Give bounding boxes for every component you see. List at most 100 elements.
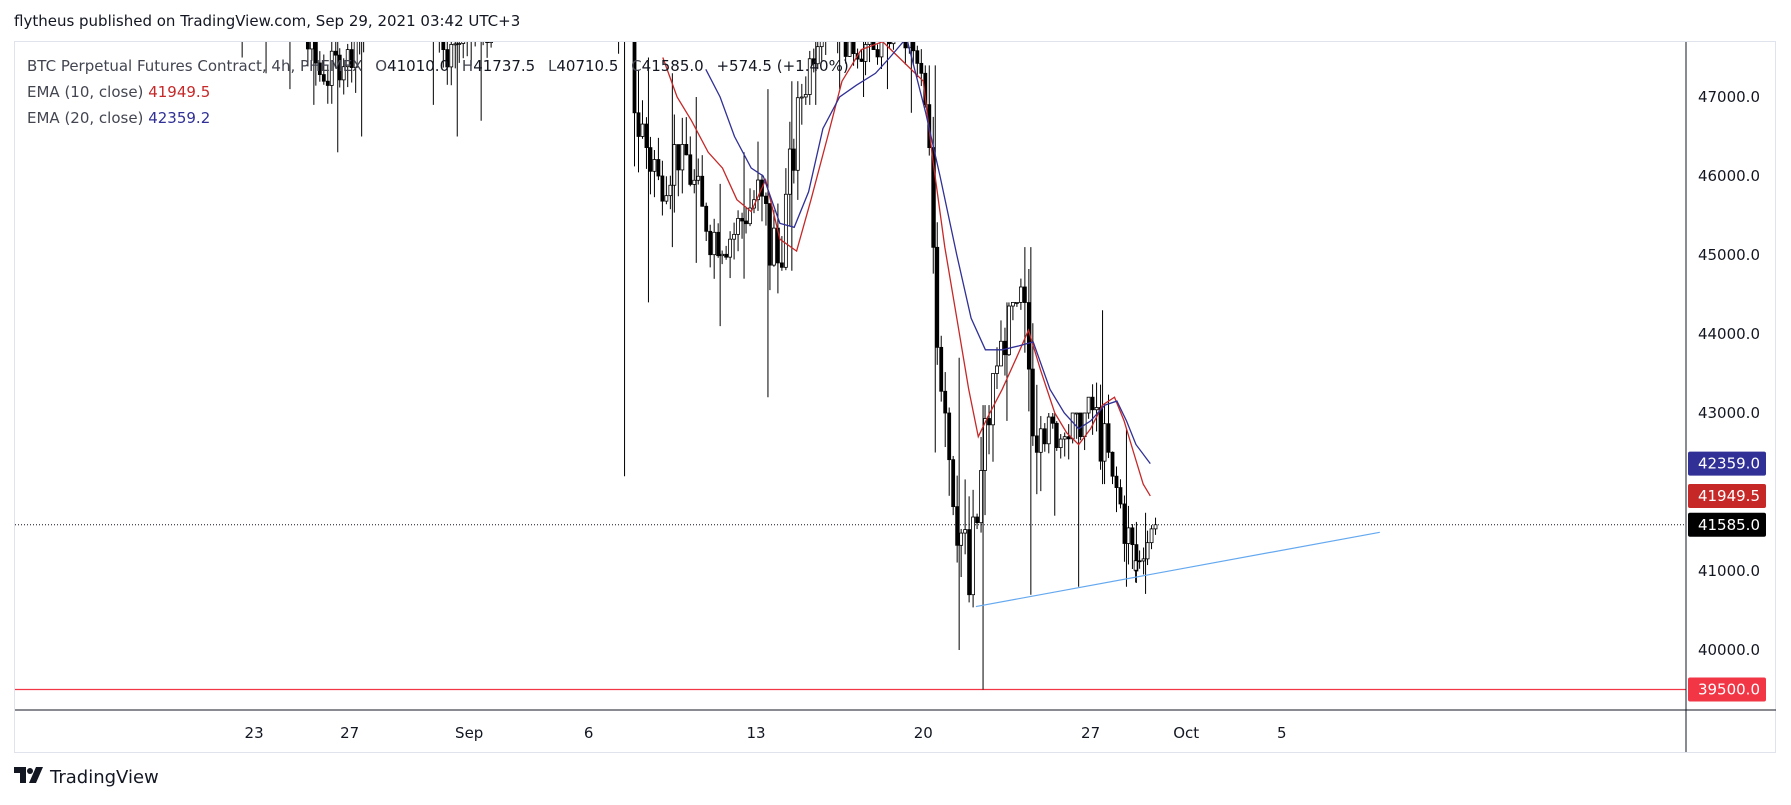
candle-body	[915, 50, 920, 64]
candle-body	[724, 253, 729, 258]
x-tick-label: 6	[584, 724, 594, 742]
price-tag-label: 42359.0	[1698, 455, 1760, 473]
plot-area	[15, 0, 1686, 691]
x-tick-label: 27	[1081, 724, 1100, 742]
x-tick-label: Sep	[455, 724, 483, 742]
symbol-name[interactable]: BTC Perpetual Futures Contract, 4h, PHEM…	[27, 57, 363, 75]
candle-body	[1122, 503, 1127, 544]
candle-body	[652, 159, 657, 172]
candle-body	[461, 42, 466, 44]
candle-body	[847, 42, 852, 57]
candle-body	[370, 0, 373, 10]
candle-body	[939, 346, 944, 392]
ema10-value: 41949.5	[148, 83, 211, 101]
candle-body	[485, 42, 490, 43]
candle-body	[1153, 524, 1158, 530]
candle-body	[489, 42, 494, 43]
candle-body	[676, 144, 681, 171]
candle-body	[840, 9, 843, 36]
high-label: H	[461, 57, 474, 75]
candle-body	[286, 0, 289, 25]
candle-body	[302, 26, 305, 38]
low-value: 40710.5	[556, 57, 619, 75]
candle-body	[1062, 436, 1067, 440]
candle-body	[349, 49, 354, 68]
candle-body	[1018, 286, 1023, 303]
candle-body	[474, 22, 477, 33]
candle-body	[1046, 416, 1051, 445]
chart-legend: BTC Perpetual Futures Contract, 4h, PHEM…	[27, 53, 849, 131]
candle-body	[1098, 407, 1103, 462]
chart-frame	[14, 41, 1776, 753]
candle-body	[712, 231, 717, 256]
candle-body	[374, 0, 377, 10]
candle-body	[1134, 544, 1139, 572]
trendline	[975, 531, 1380, 608]
candle-body	[466, 21, 469, 33]
candle-body	[716, 231, 721, 257]
ema10-label[interactable]: EMA (10, close)	[27, 83, 144, 101]
candle-body	[494, 0, 497, 10]
price-tag-box	[1688, 451, 1766, 476]
candle-body	[1034, 435, 1039, 453]
candle-body	[290, 0, 293, 25]
y-tick-label: 45000.0	[1698, 246, 1760, 264]
candle-body	[740, 218, 744, 222]
ema20-label[interactable]: EMA (20, close)	[27, 109, 144, 127]
footer: TradingView	[14, 767, 159, 788]
candle-body	[736, 218, 740, 235]
candle-body	[772, 227, 776, 266]
candle-body	[728, 238, 733, 258]
ema20-row: EMA (20, close) 42359.2	[27, 105, 849, 131]
candle-body	[664, 195, 669, 202]
price-tag-label: 41585.0	[1698, 516, 1760, 534]
candle-body	[1090, 396, 1095, 411]
candle-body	[919, 62, 924, 74]
candle-body	[867, 42, 872, 45]
candle-body	[478, 6, 481, 22]
candle-body	[911, 42, 916, 52]
candle-body	[696, 175, 701, 181]
candle-body	[341, 66, 346, 81]
tradingview-brand[interactable]: TradingView	[50, 767, 159, 788]
candle-body	[700, 175, 705, 207]
candle-body	[807, 58, 812, 95]
candle-body	[438, 16, 441, 30]
ohlc-high: H41737.5	[462, 57, 535, 75]
candle-body	[640, 123, 645, 137]
change-value: +574.5 (+1.40%)	[716, 57, 849, 75]
tradingview-logo-icon[interactable]	[14, 767, 44, 788]
candle-body	[744, 220, 748, 225]
candle-body	[648, 147, 653, 172]
candle-body	[309, 42, 314, 50]
candle-body	[935, 246, 940, 348]
candle-body	[963, 529, 968, 534]
candle-body	[971, 516, 975, 596]
y-tick-label: 44000.0	[1698, 325, 1760, 343]
x-tick-label: 20	[914, 724, 933, 742]
candle-body	[783, 193, 788, 268]
candle-body	[955, 506, 960, 546]
candle-body	[329, 50, 334, 86]
candle-body	[975, 516, 979, 524]
candle-body	[1133, 560, 1138, 571]
candle-body	[959, 532, 964, 546]
candle-body	[1066, 436, 1071, 440]
candle-body	[891, 42, 896, 45]
candle-body	[1042, 428, 1047, 445]
ema20-value: 42359.2	[148, 109, 211, 127]
ohlc-low: L40710.5	[548, 57, 618, 75]
candle-body	[684, 143, 689, 156]
candle-body	[470, 34, 473, 35]
candle-body	[764, 195, 768, 204]
candle-body	[1130, 527, 1135, 546]
x-tick-label: 27	[340, 724, 359, 742]
candle-body	[434, 9, 437, 16]
candle-body	[1074, 412, 1079, 415]
ohlc-close: C41585.0	[631, 57, 704, 75]
candle-body	[720, 253, 725, 257]
candle-body	[1054, 422, 1059, 448]
candle-body	[1022, 286, 1027, 303]
close-value: 41585.0	[641, 57, 704, 75]
